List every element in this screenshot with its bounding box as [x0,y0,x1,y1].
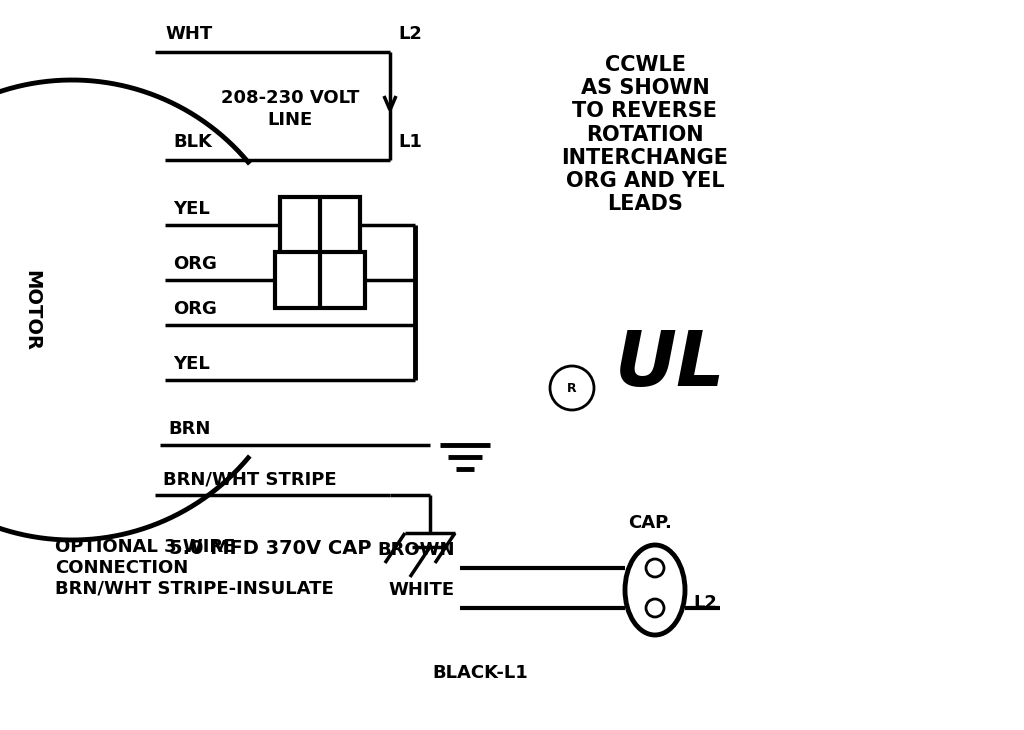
Text: WHT: WHT [165,25,212,43]
Text: WHITE: WHITE [389,581,455,599]
Text: BROWN: BROWN [378,541,455,559]
Text: LINE: LINE [267,111,312,129]
Text: L2: L2 [398,25,422,43]
Text: MOTOR: MOTOR [23,269,42,350]
Bar [280,197,360,253]
Text: UL: UL [614,328,725,402]
Text: ORG: ORG [173,300,217,318]
Text: BRN/WHT STRIPE: BRN/WHT STRIPE [163,470,337,488]
Text: BLK: BLK [173,133,212,151]
Text: OPTIONAL 3 WIRE
CONNECTION
BRN/WHT STRIPE-INSULATE: OPTIONAL 3 WIRE CONNECTION BRN/WHT STRIP… [55,538,334,598]
Text: CAP.: CAP. [628,514,672,532]
Text: 208-230 VOLT: 208-230 VOLT [221,89,359,107]
Bar [275,252,365,308]
Text: YEL: YEL [173,200,210,218]
Text: L2: L2 [693,594,717,612]
Text: R: R [567,382,577,394]
Text: 5.0 MFD 370V CAP: 5.0 MFD 370V CAP [169,539,372,558]
Text: BLACK-L1: BLACK-L1 [432,664,528,682]
Text: ORG: ORG [173,255,217,273]
Text: CCWLE
AS SHOWN
TO REVERSE
ROTATION
INTERCHANGE
ORG AND YEL
LEADS: CCWLE AS SHOWN TO REVERSE ROTATION INTER… [561,55,728,214]
Text: L1: L1 [398,133,422,151]
Text: BRN: BRN [168,420,210,438]
Text: YEL: YEL [173,355,210,373]
